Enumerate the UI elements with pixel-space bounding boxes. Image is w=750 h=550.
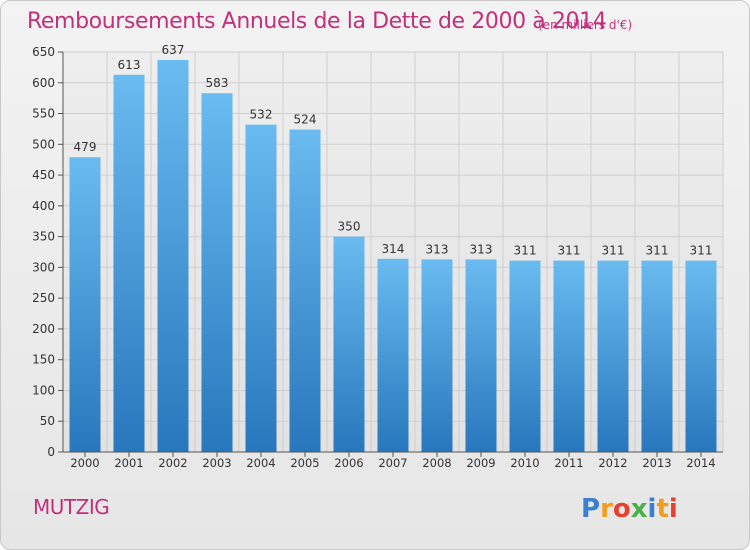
bar-value-label: 350 [338,220,361,234]
x-tick-label: 2012 [598,456,627,470]
bar [421,259,453,452]
x-tick-label: 2013 [642,456,671,470]
y-tick-label: 150 [32,353,55,367]
x-tick-label: 2002 [158,456,187,470]
bar-value-label: 313 [426,242,449,256]
x-tick-label: 2001 [114,456,143,470]
y-tick-label: 300 [32,260,55,274]
y-tick-label: 650 [32,45,55,59]
y-tick-label: 0 [47,445,55,459]
bar [465,259,497,452]
svg-text:Proxiti: Proxiti [581,494,678,523]
y-tick-label: 550 [32,107,55,121]
bar-value-label: 311 [602,244,625,258]
bar [509,260,541,452]
bar [157,60,189,452]
bar [597,260,629,452]
y-tick-label: 350 [32,230,55,244]
bar-value-label: 479 [74,140,97,154]
bar-value-label: 311 [514,244,537,258]
bar-value-label: 613 [118,58,141,72]
bar-value-label: 637 [162,43,185,57]
bar [201,93,233,452]
x-tick-label: 2008 [422,456,451,470]
labels-layer: 479 613 637 583 532 524 350 314 313 313 311 311 311 3… [74,43,713,258]
x-tick-label: 2014 [686,456,715,470]
x-tick-label: 2005 [290,456,319,470]
x-tick-label: 2000 [70,456,99,470]
y-tick-label: 100 [32,383,55,397]
x-tick-label: 2011 [554,456,583,470]
bar-value-label: 313 [470,242,493,256]
bar [69,157,101,452]
bar-value-label: 314 [382,242,405,256]
city-name: MUTZIG [33,495,110,519]
x-tick-label: 2006 [334,456,363,470]
bars-layer [69,60,717,453]
bar [641,260,673,452]
axes-layer: 0 50 100 150 200 250 300 350 400 450 500 550 600 650 2… [32,45,723,470]
bar [377,258,409,452]
x-tick-label: 2010 [510,456,539,470]
y-tick-label: 450 [32,168,55,182]
x-tick-label: 2003 [202,456,231,470]
bar [685,260,717,452]
y-tick-label: 500 [32,137,55,151]
x-tick-label: 2007 [378,456,407,470]
bar [289,129,321,453]
y-tick-label: 250 [32,291,55,305]
x-tick-label: 2009 [466,456,495,470]
bar [333,236,365,452]
proxiti-logo: Proxiti [581,494,678,523]
bar-value-label: 583 [206,76,229,90]
y-tick-label: 600 [32,76,55,90]
x-tick-label: 2004 [246,456,275,470]
bar-value-label: 311 [690,244,713,258]
y-tick-label: 200 [32,322,55,336]
y-tick-label: 400 [32,199,55,213]
y-tick-label: 50 [40,414,55,428]
bar [553,260,585,452]
bar-value-label: 311 [558,244,581,258]
bar [113,74,145,453]
chart-unit: (en milliers d'€) [538,18,633,32]
bar-value-label: 311 [646,244,669,258]
chart-title: Remboursements Annuels de la Dette de 20… [27,9,607,34]
bar [245,124,277,452]
bar-value-label: 532 [250,108,273,122]
bar-value-label: 524 [294,113,317,127]
